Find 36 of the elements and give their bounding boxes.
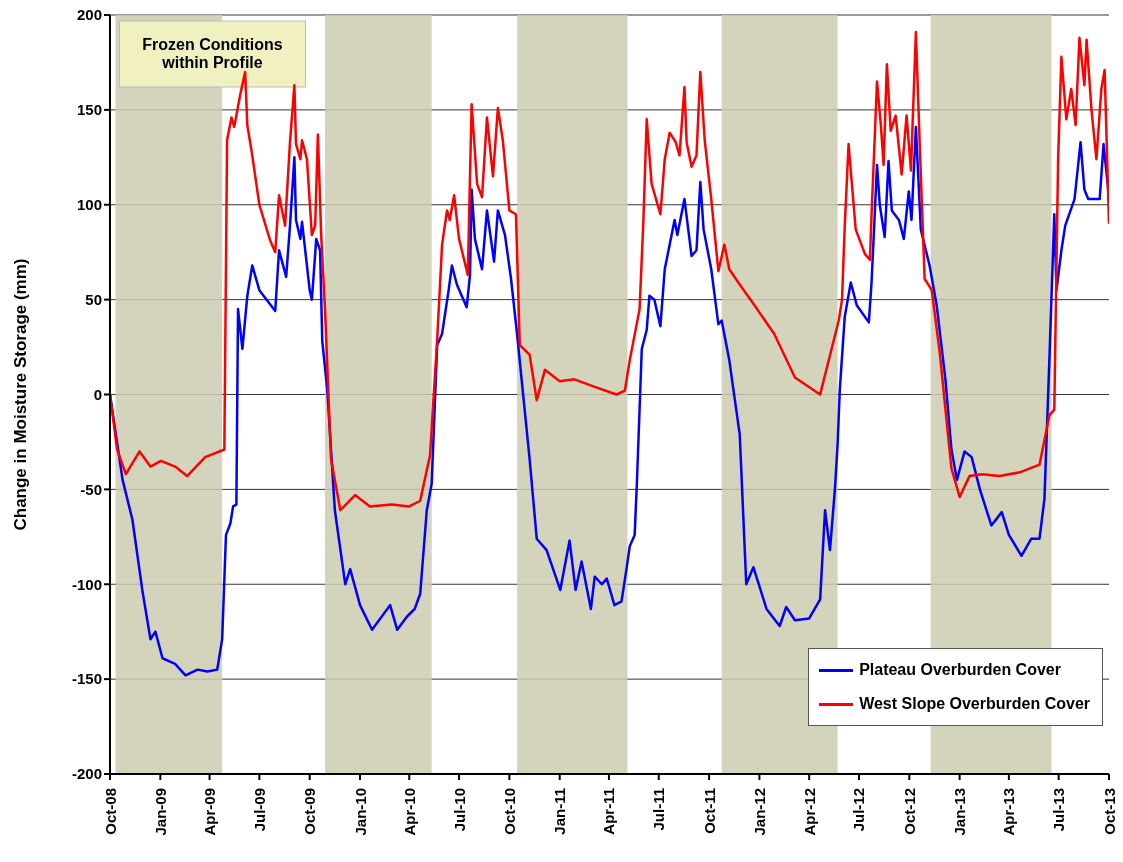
x-tick-label: Apr-13 (1000, 788, 1018, 836)
x-tick-label: Jul-13 (1050, 788, 1068, 832)
y-tick-label: 200 (76, 6, 102, 24)
line-series (110, 125, 1109, 677)
x-tick-label: Jan-09 (151, 788, 169, 836)
y-tick-label: 0 (93, 385, 102, 403)
y-tick-label: 50 (85, 290, 102, 308)
band-label: Frozen Conditions within Profile (119, 21, 306, 87)
x-tick-label: Apr-12 (800, 788, 818, 836)
x-tick-label: Jul-12 (850, 788, 868, 832)
x-tick-label: Jan-10 (351, 788, 369, 836)
y-tick-label: 150 (76, 101, 102, 119)
x-tick-label: Apr-11 (600, 788, 618, 835)
x-tick-label: Oct-13 (1100, 788, 1118, 835)
x-tick-label: Oct-10 (500, 788, 518, 835)
y-tick-label: -100 (71, 575, 102, 593)
y-tick-label: 100 (76, 196, 102, 214)
legend-label: Plateau Overburden Cover (859, 661, 1061, 679)
x-tick-label: Oct-08 (101, 788, 119, 835)
x-tick-label: Oct-12 (900, 788, 918, 835)
x-tick-label: Jan-12 (750, 788, 768, 836)
x-tick-label: Jul-09 (250, 788, 268, 832)
legend-label: West Slope Overburden Cover (859, 695, 1090, 713)
x-tick-label: Apr-09 (201, 788, 219, 836)
x-tick-label: Apr-10 (400, 788, 418, 836)
y-tick-label: -150 (71, 670, 102, 688)
x-tick-label: Oct-11 (700, 788, 718, 834)
line-series (110, 30, 1109, 512)
x-tick-label: Jan-11 (551, 788, 569, 835)
y-tick-label: -50 (80, 480, 102, 498)
y-tick-label: -200 (71, 765, 102, 783)
x-tick-label: Jul-11 (650, 788, 668, 831)
x-tick-label: Jul-10 (450, 788, 468, 832)
x-tick-label: Jan-13 (951, 788, 969, 836)
y-axis-title: Change in Moisture Storage (mm) (11, 258, 31, 531)
x-tick-label: Oct-09 (301, 788, 319, 835)
